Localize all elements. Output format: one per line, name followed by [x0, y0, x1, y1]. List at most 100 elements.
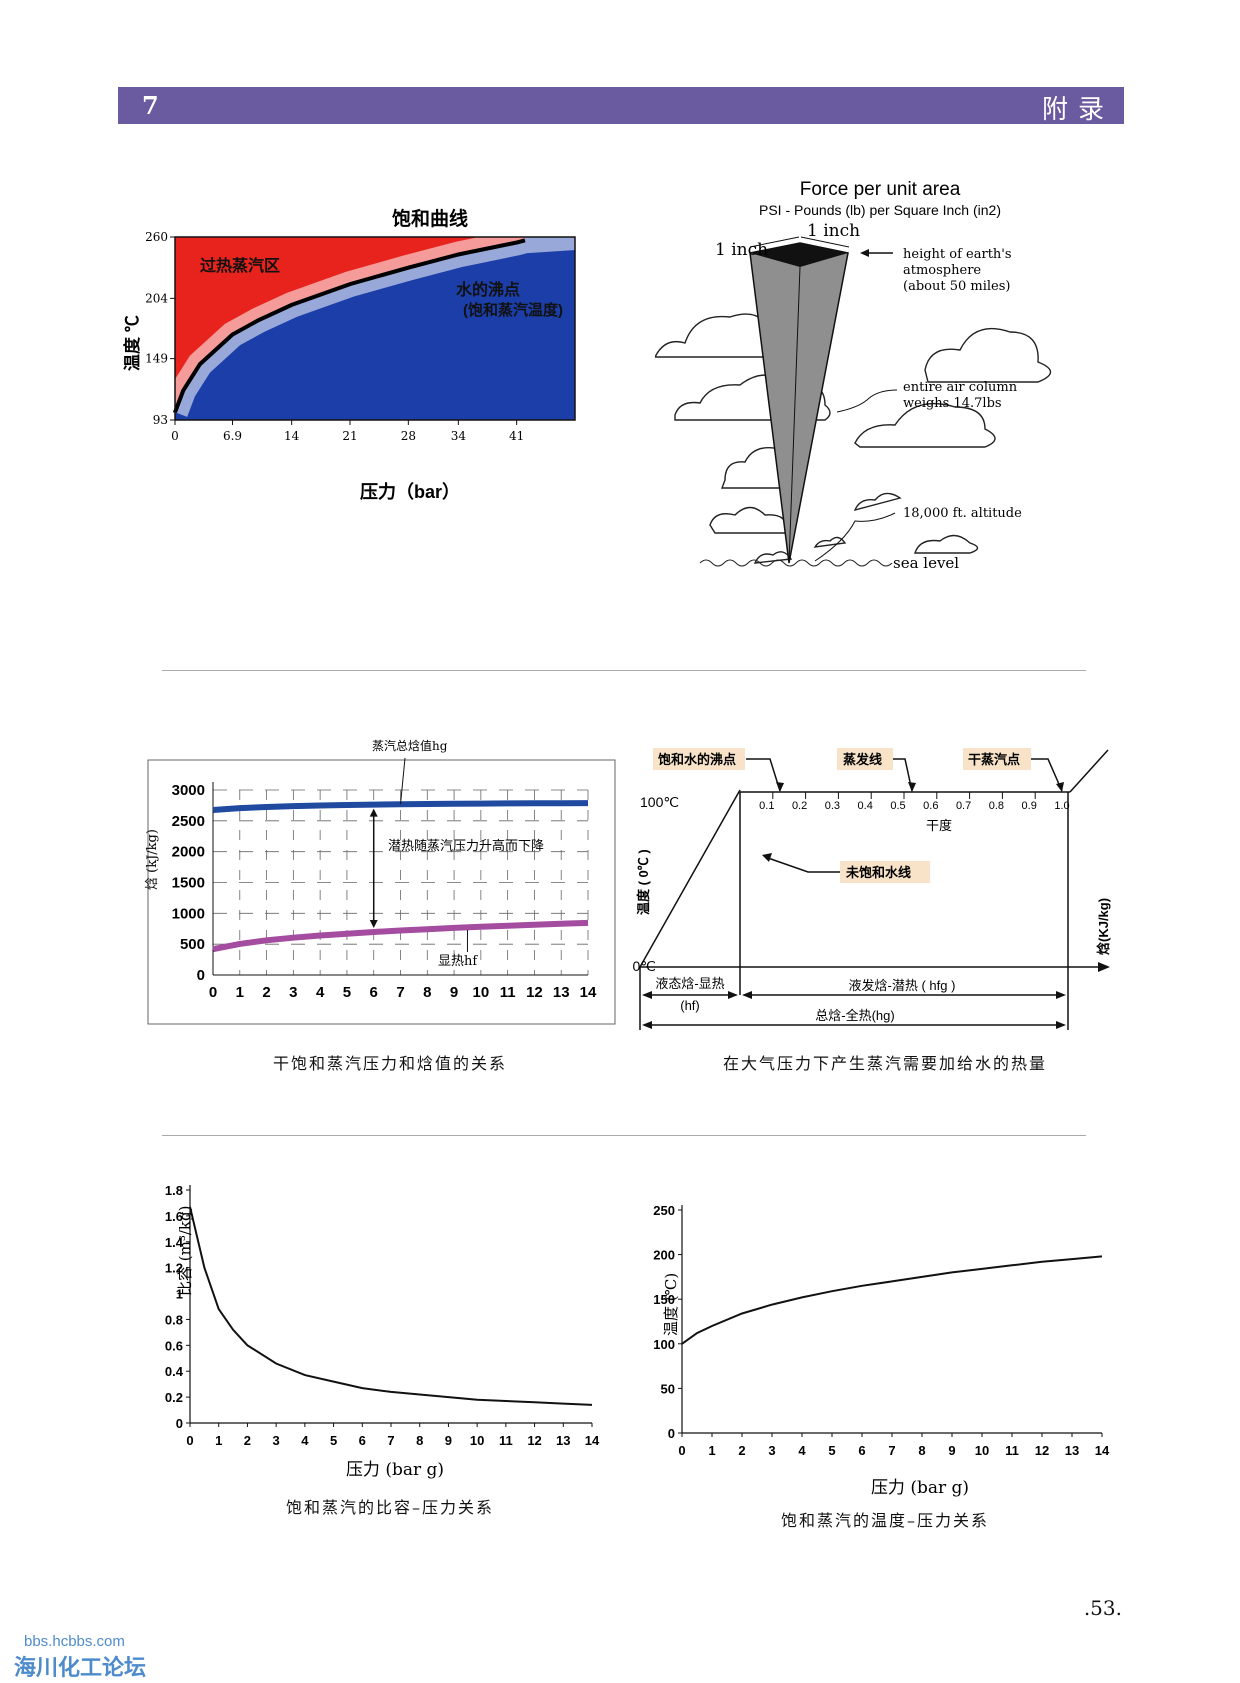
chart4-x-tick: 9	[445, 1433, 452, 1448]
chart2-x-tick: 14	[580, 984, 597, 1001]
chart4-y-tick: 0.4	[165, 1364, 184, 1379]
chart4-x-tick: 2	[244, 1433, 251, 1448]
chart5-y-tick: 100	[653, 1337, 675, 1352]
chart5-x-tick: 4	[798, 1443, 806, 1458]
chart2-y-tick: 1000	[172, 905, 205, 922]
chart1-x-tick: 34	[451, 429, 467, 443]
chart1-superheat-region	[175, 237, 525, 413]
chart4-y-tick: 1	[176, 1287, 183, 1302]
annotation-latent: 潜热随蒸汽压力升高而下降	[388, 838, 544, 854]
chart4-y-tick: 0.6	[165, 1338, 183, 1353]
chart2-x-tick: 7	[396, 984, 404, 1001]
chart1-region-saturated: (饱和蒸汽温度)	[463, 301, 563, 319]
chart4-x-tick: 14	[585, 1433, 600, 1448]
chart5-x-tick: 8	[918, 1443, 925, 1458]
dryness-tick: 0.3	[825, 800, 840, 812]
callout-dry-steam: 干蒸汽点	[968, 752, 1020, 767]
chart4-y-tick: 0	[176, 1416, 183, 1431]
diagram-right-label: 焓(KJ/kg)	[1096, 898, 1111, 955]
span-hf: (hf)	[680, 998, 700, 1013]
chart5-y-tick: 0	[668, 1426, 675, 1441]
chart1-x-tick: 14	[284, 429, 300, 443]
chart5-ylabel: 温度 (℃)	[662, 1273, 680, 1336]
dryness-tick: 0.7	[956, 800, 971, 812]
dryness-tick: 0.5	[890, 800, 905, 812]
side1-label: 1 inch	[715, 240, 768, 260]
diagram-ylabel: 温度 ( 0℃ )	[636, 849, 651, 915]
chart1-y-tick: 260	[145, 230, 168, 244]
chart1-region-boiling: 水的沸点	[456, 280, 520, 299]
chart2-x-tick: 10	[473, 984, 490, 1001]
chart4-x-tick: 8	[416, 1433, 423, 1448]
chart2-y-tick: 3000	[172, 782, 205, 799]
dryness-axis-label: 干度	[926, 818, 952, 833]
dryness-tick: 0.1	[759, 800, 774, 812]
dryness-tick: 0.2	[792, 800, 807, 812]
chart4-x-tick: 3	[273, 1433, 280, 1448]
dryness-tick: 0.8	[989, 800, 1004, 812]
specific-volume-chart: 00.20.40.60.811.21.41.61.80 1 2 3 4 5 6 7 8 9 10 11…	[165, 1183, 600, 1480]
chart1-x-tick: 41	[509, 429, 524, 443]
chart2-x-tick: 9	[450, 984, 458, 1001]
chart4-y-tick: 0.8	[165, 1312, 183, 1327]
caption-temperature: 饱和蒸汽的温度–压力关系	[780, 1511, 989, 1530]
chart2-arrow-head-top	[369, 808, 378, 817]
chart2-x-tick: 6	[370, 984, 378, 1001]
dryness-tick: 0.4	[858, 800, 873, 812]
chart2-y-tick: 500	[180, 936, 205, 953]
chart5-y-tick: 150	[653, 1292, 675, 1307]
steam-heat-diagram: 饱和水的沸点 蒸发线 干蒸汽点 未饱和水线 0.1 0.2 0.3 0.4 0.5 0.6…	[632, 748, 1111, 1030]
chart5-y-tick: 50	[661, 1381, 675, 1396]
chart2-x-tick: 11	[500, 984, 516, 1001]
chart4-x-tick: 5	[330, 1433, 337, 1448]
chart5-x-tick: 10	[975, 1443, 989, 1458]
chart2-y-tick: 0	[197, 967, 205, 984]
chart5-x-tick: 14	[1095, 1443, 1110, 1458]
chart5-x-tick: 9	[948, 1443, 955, 1458]
annotation-hg: 蒸汽总焓值hg	[372, 738, 448, 753]
chart1-ylabel: 温度 ℃	[122, 315, 142, 371]
chart2-x-tick: 0	[209, 984, 217, 1001]
dryness-tick: 0.9	[1022, 800, 1037, 812]
chart1-xlabel: 压力（bar）	[360, 482, 460, 502]
chart5-y-tick: 250	[653, 1203, 675, 1218]
chart5-series-line	[681, 1255, 1103, 1345]
height-label: height of earth's	[903, 247, 1012, 262]
chart1-curve	[173, 238, 526, 414]
caption-specific-volume: 饱和蒸汽的比容–压力关系	[285, 1498, 494, 1517]
altitude-label: 18,000 ft. altitude	[903, 506, 1022, 521]
chart4-x-tick: 12	[527, 1433, 541, 1448]
column-label: entire air column	[903, 380, 1018, 395]
side2-label: 1 inch	[807, 221, 860, 241]
chart2-x-tick: 5	[343, 984, 351, 1001]
chart1-x-tick: 28	[401, 429, 416, 443]
chart2-hg-leader	[400, 757, 406, 805]
chart1-x-tick: 21	[342, 429, 357, 443]
chart2-x-tick: 3	[289, 984, 297, 1001]
chart5-x-tick: 2	[738, 1443, 745, 1458]
watermark-url: bbs.hcbbs.com	[24, 1633, 125, 1650]
chart5-x-tick: 12	[1035, 1443, 1049, 1458]
chart4-ylabel: 比容 (m³/kg)	[176, 1206, 194, 1296]
chart4-x-tick: 1	[215, 1433, 222, 1448]
chart4-y-tick: 0.2	[165, 1390, 183, 1405]
chart4-x-tick: 13	[556, 1433, 570, 1448]
callout-evaporation: 蒸发线	[843, 752, 882, 767]
chart4-series-line	[189, 1206, 593, 1406]
chart5-x-tick: 13	[1065, 1443, 1079, 1458]
column-label-2: weighs 14.7lbs	[903, 396, 1002, 411]
caption-heat: 在大气压力下产生蒸汽需要加给水的热量	[722, 1054, 1047, 1073]
chart4-y-tick: 1.2	[165, 1261, 183, 1276]
chart1-title: 饱和曲线	[392, 207, 468, 230]
chapter-number: 7	[142, 91, 159, 120]
chart5-x-tick: 7	[888, 1443, 895, 1458]
chart5-x-tick: 0	[678, 1443, 685, 1458]
height-label-2: atmosphere	[903, 263, 981, 278]
dryness-tick: 1.0	[1054, 800, 1069, 812]
chart2-series-1	[212, 919, 589, 953]
chart5-y-tick: 200	[653, 1248, 675, 1263]
chart5-x-tick: 11	[1005, 1443, 1019, 1458]
